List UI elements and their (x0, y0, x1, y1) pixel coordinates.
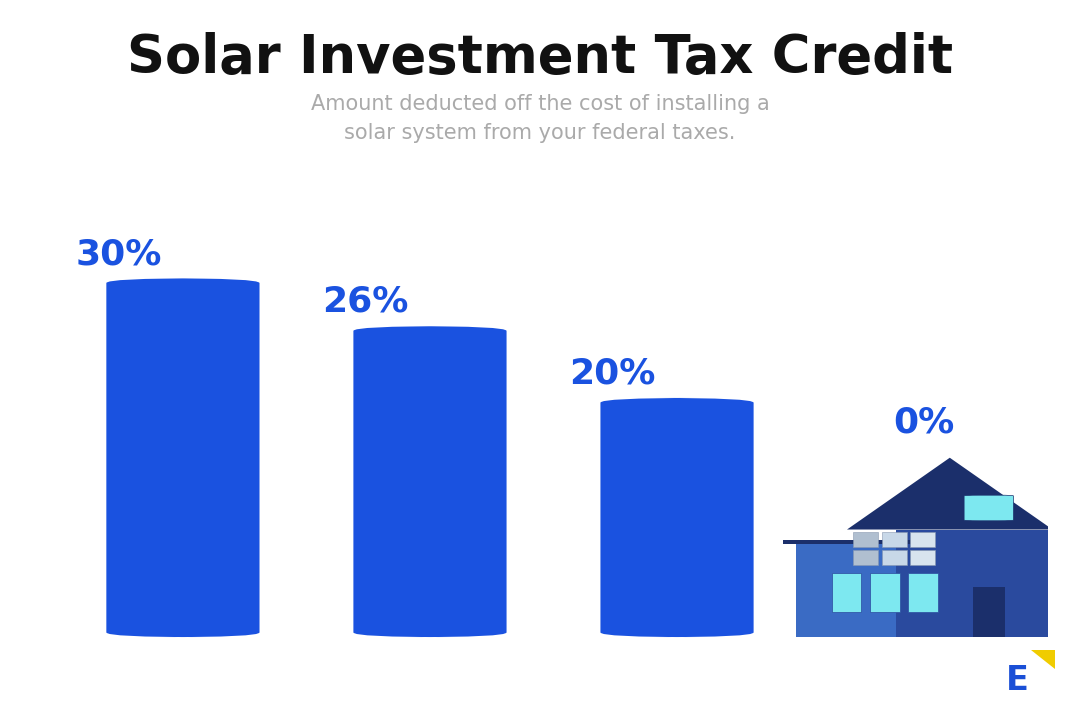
Bar (882, 550, 906, 565)
Text: Amount deducted off the cost of installing a
solar system from your federal taxe: Amount deducted off the cost of installi… (311, 94, 769, 143)
Text: 2022-32: 2022-32 (113, 668, 253, 697)
Bar (908, 572, 937, 612)
FancyBboxPatch shape (976, 644, 1062, 714)
FancyBboxPatch shape (964, 495, 1013, 521)
Polygon shape (1031, 649, 1055, 670)
Bar (853, 550, 878, 565)
Text: 2035: 2035 (1005, 668, 1080, 697)
Bar (853, 532, 878, 547)
FancyBboxPatch shape (106, 278, 259, 637)
Text: 0%: 0% (893, 406, 955, 440)
Text: 26%: 26% (323, 285, 409, 319)
Bar (895, 529, 1053, 637)
Text: 20%: 20% (569, 356, 656, 391)
Polygon shape (783, 540, 912, 544)
Text: 30%: 30% (76, 237, 162, 271)
Bar (832, 572, 861, 612)
Text: 2033: 2033 (388, 668, 472, 697)
FancyBboxPatch shape (600, 398, 754, 637)
Polygon shape (847, 458, 1053, 529)
Bar (869, 572, 900, 612)
Bar (796, 631, 1053, 637)
Bar (796, 544, 895, 637)
Text: Solar Investment Tax Credit: Solar Investment Tax Credit (127, 32, 953, 84)
FancyBboxPatch shape (353, 326, 507, 637)
Bar (973, 587, 1005, 637)
Text: E: E (1005, 664, 1029, 697)
Bar (882, 532, 906, 547)
Bar (910, 532, 935, 547)
Text: 2034: 2034 (635, 668, 719, 697)
Bar (910, 550, 935, 565)
